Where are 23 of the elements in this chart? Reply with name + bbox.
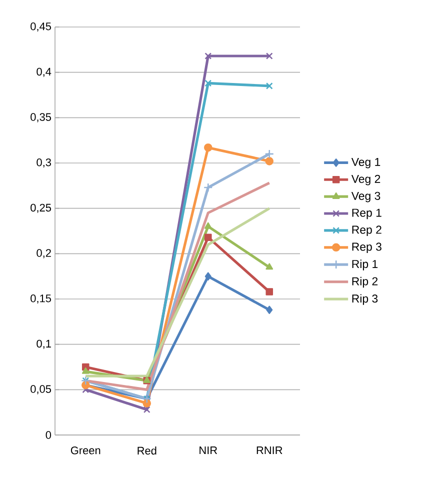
- legend-label: Veg 3: [351, 192, 380, 202]
- legend-label: Rep 2: [352, 226, 382, 236]
- legend-label: Veg 2: [351, 174, 380, 186]
- y-tick-label: 0,05: [30, 385, 52, 394]
- y-tick-label: 0: [46, 431, 52, 439]
- y-tick-label: 0,35: [30, 113, 52, 122]
- legend-label: Rep 3: [352, 242, 382, 254]
- legend-label: Rip 2: [352, 276, 378, 288]
- y-tick-label: 0,1: [36, 340, 51, 349]
- y-tick-label: 0,3: [36, 158, 51, 168]
- legend-label: Rip 1: [352, 260, 378, 270]
- legend-label: Rip 3: [352, 294, 378, 305]
- x-tick-label: Red: [138, 446, 156, 455]
- legend-label: Rep 1: [352, 208, 382, 220]
- y-tick-label: 0,45: [30, 22, 52, 32]
- x-tick-label: NIR: [200, 446, 218, 454]
- x-tick-label: Green: [70, 446, 100, 454]
- y-tick-label: 0,4: [36, 68, 52, 77]
- y-tick-label: 0,2: [36, 249, 51, 258]
- y-tick-label: 0,25: [30, 204, 52, 213]
- y-tick-label: 0,15: [30, 294, 52, 304]
- legend-label: Veg 1: [351, 158, 380, 168]
- x-tick-label: RNIR: [256, 446, 282, 454]
